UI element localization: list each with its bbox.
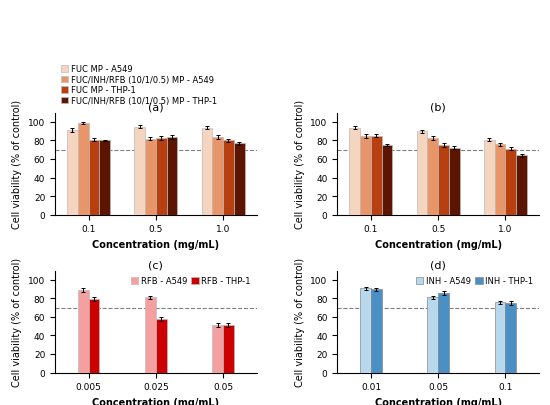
Bar (156, 319, 167, 373)
Bar (484, 140, 494, 215)
Bar (67, 131, 78, 215)
Bar (156, 139, 167, 215)
Bar (89, 300, 100, 373)
Bar (134, 127, 145, 215)
Bar (494, 145, 505, 215)
Bar (145, 139, 156, 215)
Bar (167, 137, 177, 215)
Bar (78, 290, 89, 373)
Bar (449, 149, 460, 215)
Legend: FUC MP - A549, FUC/INH/RFB (10/1/0.5) MP - A549, FUC MP - THP-1, FUC/INH/RFB (10: FUC MP - A549, FUC/INH/RFB (10/1/0.5) MP… (59, 64, 219, 107)
Y-axis label: Cell viability (% of control): Cell viability (% of control) (13, 257, 23, 386)
Title: (c): (c) (148, 260, 163, 270)
Bar (212, 326, 223, 373)
Y-axis label: Cell viability (% of control): Cell viability (% of control) (295, 100, 305, 229)
Bar (78, 124, 89, 215)
Bar (438, 293, 449, 373)
Y-axis label: Cell viability (% of control): Cell viability (% of control) (13, 100, 23, 229)
Bar (438, 146, 449, 215)
Bar (505, 303, 516, 373)
Bar (234, 144, 245, 215)
Bar (360, 136, 371, 215)
Y-axis label: Cell viability (% of control): Cell viability (% of control) (295, 257, 305, 386)
X-axis label: Concentration (mg/mL): Concentration (mg/mL) (375, 239, 502, 249)
Legend: RFB - A549, RFB - THP-1: RFB - A549, RFB - THP-1 (129, 275, 252, 288)
Bar (223, 326, 234, 373)
Bar (427, 139, 438, 215)
Bar (505, 149, 516, 215)
Legend: INH - A549, INH - THP-1: INH - A549, INH - THP-1 (414, 275, 535, 288)
Bar (371, 290, 382, 373)
Bar (89, 140, 100, 215)
Bar (417, 132, 427, 215)
Title: (d): (d) (430, 260, 446, 270)
Bar (223, 141, 234, 215)
X-axis label: Concentration (mg/mL): Concentration (mg/mL) (92, 239, 219, 249)
X-axis label: Concentration (mg/mL): Concentration (mg/mL) (375, 397, 502, 405)
Bar (100, 141, 110, 215)
Title: (b): (b) (430, 102, 446, 113)
Bar (371, 136, 382, 215)
Bar (145, 298, 156, 373)
Bar (212, 137, 223, 215)
Bar (427, 298, 438, 373)
Bar (360, 288, 371, 373)
Bar (349, 128, 360, 215)
X-axis label: Concentration (mg/mL): Concentration (mg/mL) (92, 397, 219, 405)
Bar (382, 146, 393, 215)
Bar (516, 156, 527, 215)
Title: (a): (a) (148, 102, 164, 113)
Bar (494, 303, 505, 373)
Bar (201, 128, 212, 215)
